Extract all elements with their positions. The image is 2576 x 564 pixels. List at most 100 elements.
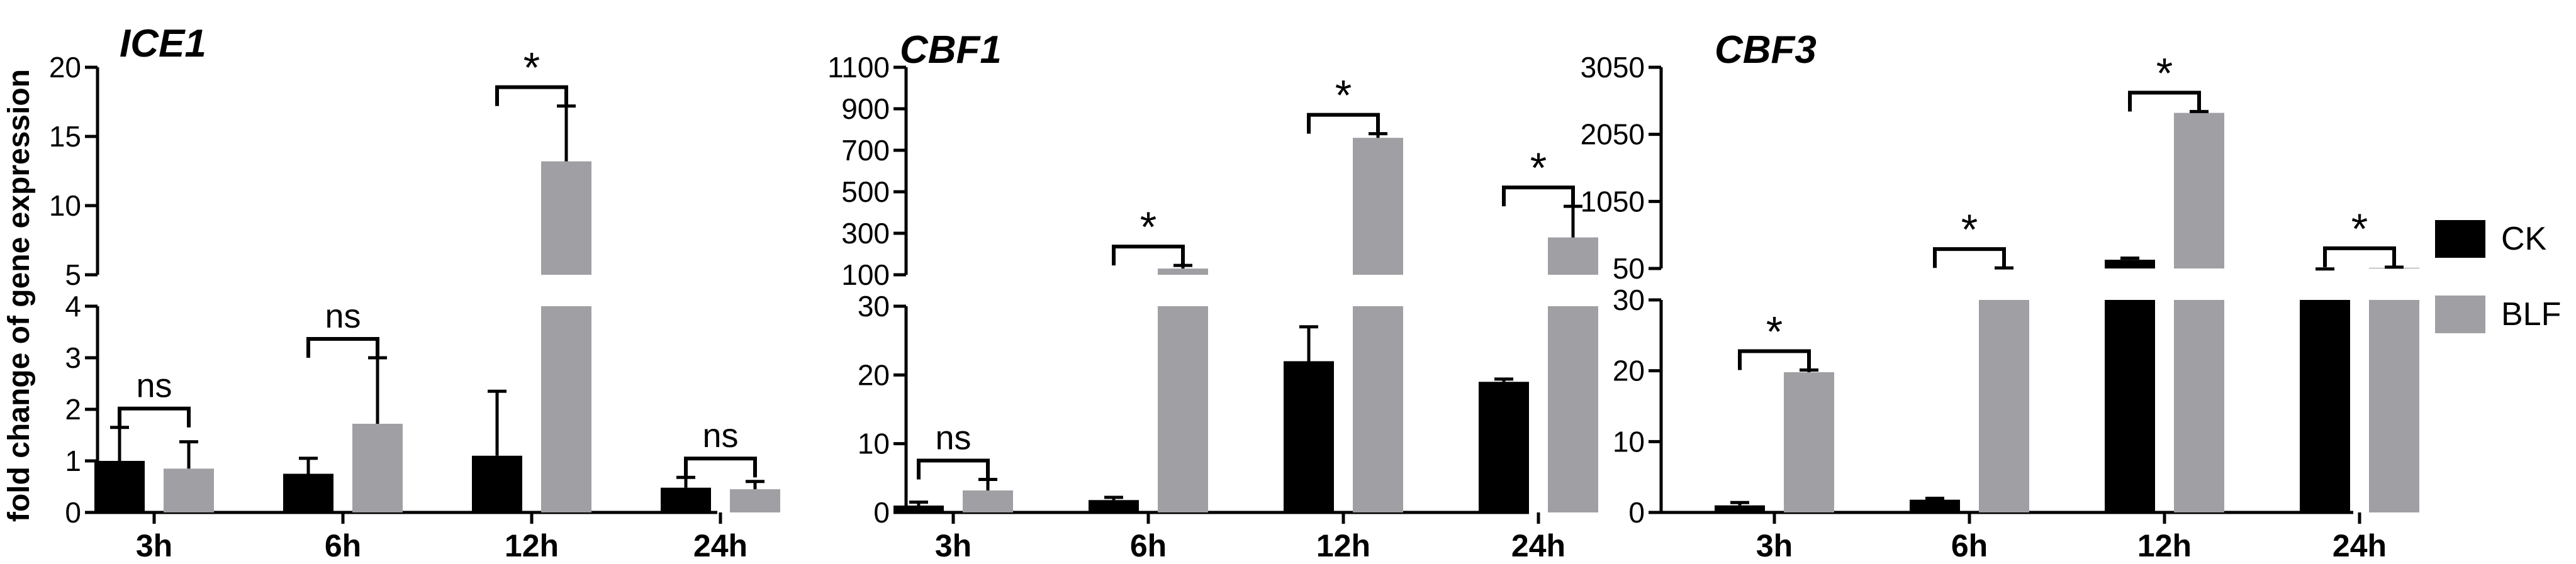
chart-panels: ICE1 0 1 2 3 45 10 15 20 3h ns 6h ns 12h * 24h ns CBF1 0 10… bbox=[49, 22, 2419, 563]
y-tick-label: 1050 bbox=[1581, 185, 1645, 218]
significance-label: ns bbox=[702, 417, 738, 455]
bar-ck bbox=[1284, 361, 1334, 512]
bar-blf bbox=[2174, 300, 2224, 512]
x-tick-label: 12h bbox=[1316, 528, 1370, 563]
x-tick-label: 3h bbox=[136, 528, 172, 563]
bar-ck bbox=[661, 487, 711, 512]
y-tick-label: 300 bbox=[841, 217, 890, 250]
chart-title: CBF1 bbox=[900, 28, 1002, 72]
significance-label: ns bbox=[325, 297, 361, 335]
y-tick-label: 2 bbox=[65, 393, 81, 426]
chart-panel-3: CBF3 0 10 20 3050 1050 2050 3050 3h * 6h * 12h * 24h * bbox=[1581, 28, 2419, 563]
y-tick-label: 500 bbox=[841, 175, 890, 208]
chart-title: ICE1 bbox=[120, 22, 206, 65]
y-tick-label: 1 bbox=[65, 445, 81, 477]
y-tick-label: 0 bbox=[1628, 496, 1645, 529]
legend-swatch-ck bbox=[2435, 220, 2485, 258]
y-tick-label: 20 bbox=[858, 358, 890, 391]
y-tick-label: 4 bbox=[65, 290, 81, 323]
legend: CK BLF bbox=[2435, 220, 2561, 333]
bar-blf bbox=[2174, 113, 2224, 268]
significance-label: * bbox=[2156, 49, 2173, 97]
bar-blf bbox=[1353, 138, 1403, 275]
y-tick-label: 20 bbox=[49, 51, 81, 84]
significance-label: ns bbox=[935, 419, 971, 457]
x-tick-label: 12h bbox=[2137, 528, 2192, 563]
chart-panel-1: ICE1 0 1 2 3 45 10 15 20 3h ns 6h ns 12h * 24h ns bbox=[49, 22, 780, 563]
chart-title: CBF3 bbox=[1715, 28, 1817, 72]
y-tick-label: 10 bbox=[858, 428, 890, 460]
bar-blf bbox=[1979, 300, 2029, 512]
legend-item-blf: BLF bbox=[2435, 296, 2561, 333]
significance-label: * bbox=[2351, 205, 2368, 253]
y-axis-label: fold change of gene expression bbox=[3, 69, 36, 522]
bar-blf bbox=[541, 161, 591, 275]
y-tick-label: 3050 bbox=[1581, 51, 1645, 84]
bar-blf bbox=[2369, 300, 2419, 512]
significance-label: * bbox=[1335, 72, 1352, 119]
bar-ck bbox=[1910, 499, 1960, 512]
bar-blf bbox=[1158, 268, 1208, 275]
significance-label: ns bbox=[136, 367, 172, 405]
x-tick-label: 24h bbox=[2332, 528, 2387, 563]
significance-bracket bbox=[1112, 245, 1185, 266]
bar-ck bbox=[2300, 300, 2350, 512]
bar-blf bbox=[1158, 306, 1208, 512]
significance-bracket bbox=[1933, 247, 2006, 268]
bar-ck bbox=[1715, 505, 1765, 512]
significance-bracket bbox=[2323, 246, 2396, 267]
x-tick-label: 12h bbox=[505, 528, 559, 563]
y-tick-label: 700 bbox=[841, 134, 890, 167]
y-tick-label: 30 bbox=[1613, 284, 1645, 316]
significance-bracket bbox=[2128, 91, 2201, 112]
x-tick-label: 6h bbox=[1951, 528, 1988, 563]
significance-bracket bbox=[684, 456, 757, 478]
significance-label: * bbox=[1140, 203, 1156, 251]
y-tick-label: 15 bbox=[49, 120, 81, 153]
significance-label: * bbox=[1530, 144, 1547, 192]
significance-bracket bbox=[495, 85, 568, 106]
bar-blf bbox=[164, 468, 214, 512]
bar-ck bbox=[283, 473, 333, 512]
bar-blf bbox=[541, 306, 591, 512]
bar-blf bbox=[1548, 306, 1598, 512]
bar-blf bbox=[963, 490, 1013, 512]
y-tick-label: 2050 bbox=[1581, 118, 1645, 151]
bar-ck bbox=[94, 461, 145, 512]
significance-bracket bbox=[118, 406, 191, 428]
legend-swatch-blf bbox=[2435, 296, 2485, 333]
y-tick-label: 10 bbox=[1613, 425, 1645, 458]
y-tick-label: 0 bbox=[873, 496, 890, 529]
significance-bracket bbox=[1307, 113, 1380, 134]
bar-blf bbox=[1784, 372, 1834, 512]
significance-bracket bbox=[306, 337, 379, 358]
y-tick-label: 20 bbox=[1613, 355, 1645, 387]
significance-label: * bbox=[524, 44, 540, 92]
y-tick-label: 50 bbox=[1613, 252, 1645, 285]
bar-ck bbox=[1479, 382, 1529, 512]
bar-blf bbox=[1548, 237, 1598, 275]
significance-bracket bbox=[1738, 349, 1811, 370]
bar-blf bbox=[1353, 306, 1403, 512]
x-tick-label: 3h bbox=[935, 528, 972, 563]
bar-ck bbox=[472, 455, 522, 512]
x-tick-label: 3h bbox=[1756, 528, 1793, 563]
bar-ck bbox=[2105, 260, 2155, 268]
significance-label: * bbox=[1766, 308, 1783, 356]
x-tick-label: 24h bbox=[1511, 528, 1565, 563]
legend-label-ck: CK bbox=[2501, 221, 2547, 257]
bar-blf bbox=[352, 423, 403, 512]
y-tick-label: 100 bbox=[841, 258, 890, 291]
significance-bracket bbox=[1502, 185, 1575, 207]
y-tick-label: 3 bbox=[65, 341, 81, 374]
y-tick-label: 1100 bbox=[827, 51, 890, 84]
legend-label-blf: BLF bbox=[2501, 296, 2561, 333]
bar-ck bbox=[893, 506, 944, 512]
bar-ck bbox=[2105, 300, 2155, 512]
legend-item-ck: CK bbox=[2435, 220, 2547, 258]
bar-ck bbox=[1089, 500, 1139, 512]
x-tick-label: 6h bbox=[1130, 528, 1167, 563]
x-tick-label: 24h bbox=[693, 528, 748, 563]
